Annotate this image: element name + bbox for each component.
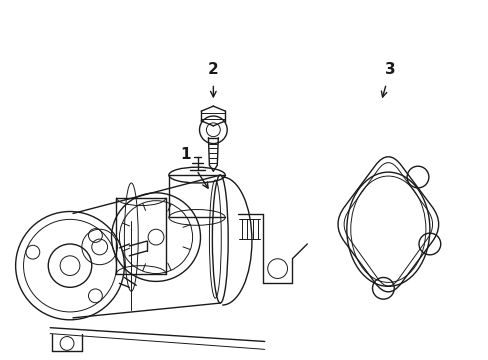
Text: 2: 2 xyxy=(207,62,218,77)
Text: 1: 1 xyxy=(180,147,190,162)
Text: 3: 3 xyxy=(384,62,395,77)
